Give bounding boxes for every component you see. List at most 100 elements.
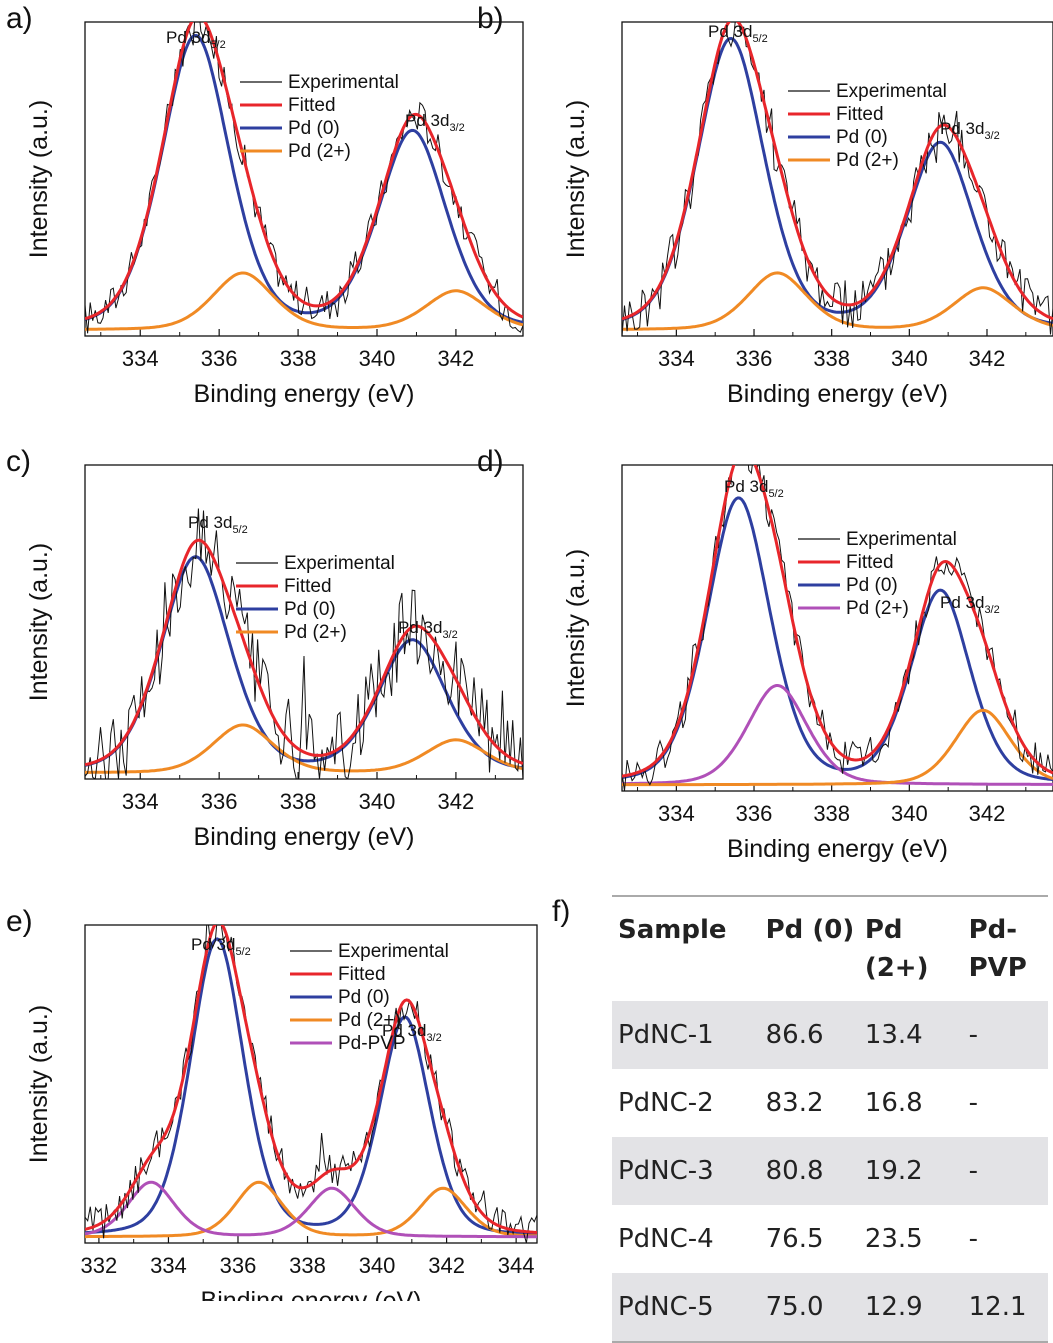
plot-frame [621,21,1053,337]
legend-label: Pd (0) [284,599,336,620]
cell-pd0: 83.2 [765,1088,824,1118]
cell-pdpvp: - [968,1224,978,1254]
plot-frame [84,464,524,780]
series-fitted-line [622,22,1053,321]
peak-label-3d52: Pd 3d5/2 [191,935,251,958]
cell-pd2: 12.9 [858,1273,963,1343]
peak-label-3d32: Pd 3d3/2 [405,111,465,134]
y-axis-label: Intensity (a.u.) [562,100,590,258]
chart-panel-b: b) 334 336 338 340 342 Binding energy (eV) Inte… [477,2,1053,408]
cell-sample: PdNC-2 [618,1088,714,1118]
cell-sample: PdNC-3 [612,1137,760,1205]
x-tick-label: 332 [81,1253,118,1278]
x-tick-label: 342 [969,801,1006,826]
x-axis-label: Binding energy (eV) [201,1287,422,1301]
plot-frame [84,21,524,337]
cell-pdpvp: - [962,1137,1048,1205]
chart-panel-d: d) 334 336 338 340 342 Binding energy (eV) Inte… [477,445,1053,863]
x-axis-label: Binding energy (eV) [194,380,415,408]
plot-area [85,925,537,1243]
x-tick-label: 334 [150,1253,187,1278]
x-tick-label: 336 [201,346,238,371]
series-fitted-line [85,538,523,767]
legend-label: Experimental [836,81,947,102]
cell-pd0: 75.0 [759,1273,859,1343]
legend-label: Experimental [846,529,957,550]
cell-pdpvp: 12.1 [962,1273,1048,1343]
x-tick-label: 340 [891,346,928,371]
x-tick-label: 344 [498,1253,535,1278]
x-tick-label: 336 [201,789,238,814]
legend-label: Pd (0) [846,575,898,596]
series-pd-0-line [622,496,1053,782]
panel-label: b) [477,2,504,35]
cell-sample: PdNC-4 [618,1224,714,1254]
series-experimental-line [622,465,1053,791]
plot-area [622,465,1053,791]
series-fitted-line [622,465,1053,778]
peak-label-3d52: Pd 3d5/2 [166,28,226,51]
x-tick-label: 338 [289,1253,326,1278]
cell-pd0: 80.8 [759,1137,859,1205]
cell-pd0: 86.6 [759,1001,859,1069]
legend-label: Experimental [288,72,399,93]
header-pd2: Pd (2+) [858,895,963,1001]
cell-pd0: 76.5 [765,1224,824,1254]
legend-label: Pd (2+) [288,141,351,162]
series-experimental-line [85,22,523,334]
x-tick-label: 338 [813,346,850,371]
x-tick-label: 340 [359,789,396,814]
legend-label: Pd (2+) [284,622,347,643]
header-pdpvp: Pd-PVP [962,895,1048,1001]
legend-label: Pd (0) [288,118,340,139]
peak-label-3d32: Pd 3d3/2 [940,593,1000,616]
series-component-line [622,708,1053,787]
series-fitted-line [85,22,523,321]
x-tick-label: 340 [359,346,396,371]
panel-label: e) [6,905,33,938]
cell-pd2: 16.8 [864,1088,923,1118]
series-experimental-line [85,925,537,1243]
x-tick-label: 334 [658,346,695,371]
legend-label: Fitted [846,552,894,573]
plot-frame [84,924,538,1244]
y-axis-label: Intensity (a.u.) [25,100,53,258]
table-row: PdNC-2 83.2 16.8 - [612,1069,1048,1137]
table-row: PdNC-5 75.0 12.9 12.1 [612,1273,1048,1343]
y-axis-label: Intensity (a.u.) [562,549,590,707]
legend-label: Fitted [836,104,884,125]
x-tick-label: 336 [736,346,773,371]
x-tick-label: 342 [969,346,1006,371]
panel-label: d) [477,445,504,478]
legend-label: Fitted [338,964,386,985]
x-tick-label: 340 [359,1253,396,1278]
panel-label: c) [6,445,31,478]
plot-frame [621,464,1053,792]
series-pd-0-line [85,937,537,1236]
cell-sample: PdNC-1 [612,1001,760,1069]
peak-label-3d52: Pd 3d5/2 [724,477,784,500]
series-pd-2-line [85,723,523,774]
series-pd-2-line [85,271,523,331]
x-tick-label: 342 [428,1253,465,1278]
cell-sample: PdNC-5 [612,1273,760,1343]
header-sample: Sample [612,895,760,1001]
plot-area [622,22,1053,336]
x-tick-label: 336 [220,1253,257,1278]
plot-area [85,22,523,334]
peak-label-3d52: Pd 3d5/2 [188,513,248,536]
xps-figure: a) 334 336 338 340 342 Binding energy (eV) Inte… [6,2,1053,863]
peak-label-3d32: Pd 3d3/2 [382,1021,442,1044]
legend-label: Fitted [288,95,336,116]
x-tick-label: 338 [280,789,317,814]
y-axis-label: Intensity (a.u.) [25,1005,53,1163]
chart-panel-c: c) 334 336 338 340 342 Binding energy (eV) Inte… [6,445,524,851]
x-axis-label: Binding energy (eV) [727,835,948,863]
cell-pd2: 19.2 [858,1137,963,1205]
cell-pdpvp: - [968,1088,978,1118]
x-tick-label: 336 [736,801,773,826]
series-pd-2-line [85,1180,537,1239]
legend-label: Pd (0) [338,987,390,1008]
x-tick-label: 338 [813,801,850,826]
x-axis-label: Binding energy (eV) [194,823,415,851]
